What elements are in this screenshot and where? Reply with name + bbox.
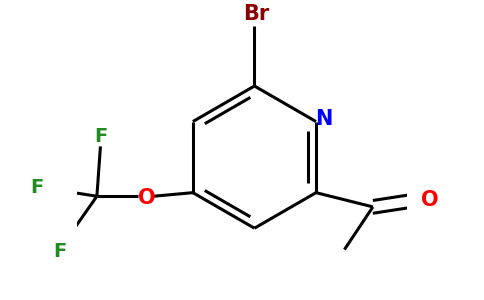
Text: F: F: [30, 178, 43, 197]
Text: O: O: [421, 190, 439, 210]
Text: O: O: [138, 188, 155, 208]
Text: Br: Br: [243, 4, 269, 24]
Text: F: F: [94, 127, 107, 146]
Text: N: N: [315, 109, 333, 129]
Text: F: F: [53, 242, 66, 261]
